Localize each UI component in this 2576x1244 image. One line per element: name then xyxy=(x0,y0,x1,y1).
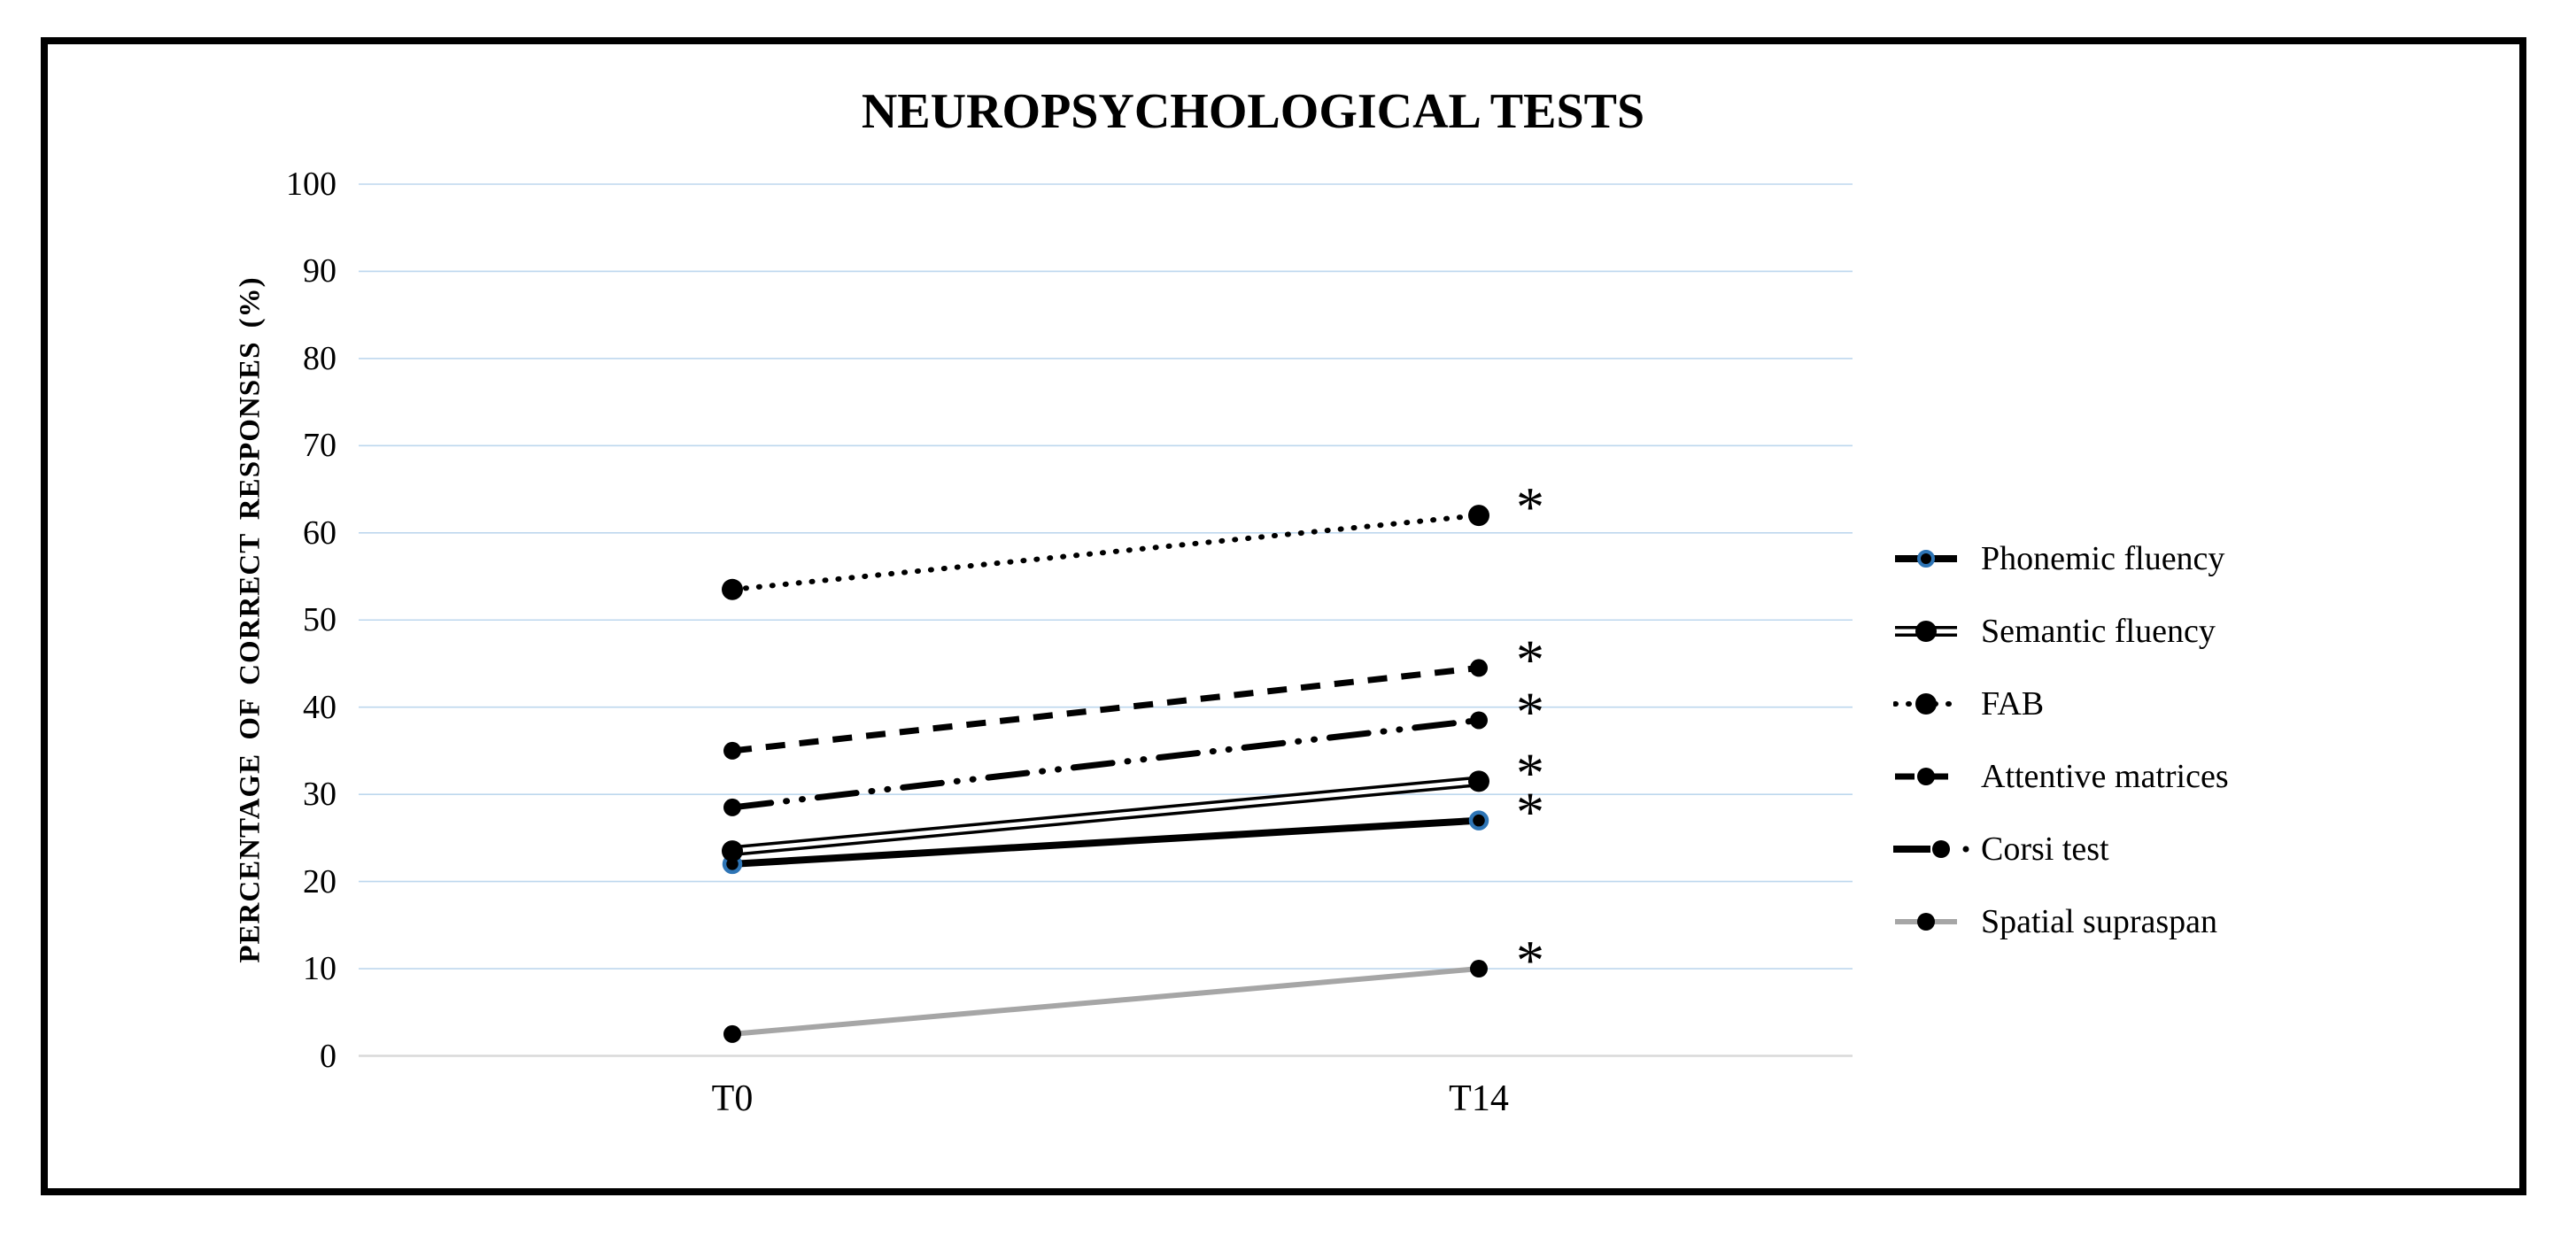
data-point-marker xyxy=(1468,505,1489,527)
data-point-marker xyxy=(723,1024,741,1043)
y-tick-label: 60 xyxy=(303,514,337,552)
significance-asterisk: * xyxy=(1516,781,1544,844)
legend-label: Attentive matrices xyxy=(1981,758,2229,795)
y-tick-label: 10 xyxy=(303,950,337,988)
data-point-marker xyxy=(722,840,743,862)
y-tick-label: 80 xyxy=(303,339,337,377)
data-point-marker xyxy=(1470,659,1488,677)
legend-item: Spatial supraspan xyxy=(1893,885,2495,958)
legend-label: Semantic fluency xyxy=(1981,613,2216,650)
series-line-solid xyxy=(731,966,1480,1037)
chart-legend: Phonemic fluency Semantic fluency FAB Atten… xyxy=(1893,522,2495,958)
series-line-double-inner xyxy=(731,778,1480,854)
legend-key-dashed xyxy=(1895,768,1957,785)
legend-key-glyph xyxy=(1915,621,1937,642)
legend-label: Corsi test xyxy=(1981,831,2109,868)
y-tick-label: 50 xyxy=(303,601,337,639)
legend-key-glyph xyxy=(1932,840,1950,858)
legend-key-solid xyxy=(1895,913,1957,931)
y-tick-label: 30 xyxy=(303,776,337,814)
legend-key-solid-thick xyxy=(1895,550,1957,568)
y-tick-label: 70 xyxy=(303,427,337,465)
significance-asterisk: * xyxy=(1516,929,1544,992)
legend-key-glyph xyxy=(1917,550,1935,568)
y-tick-label: 0 xyxy=(320,1037,337,1075)
legend-item: Phonemic fluency xyxy=(1893,522,2495,595)
series-line-solid-thick xyxy=(731,816,1480,868)
x-tick-label-T14: T14 xyxy=(1449,1078,1509,1119)
legend-key-dash-dot-dot xyxy=(1893,840,1969,858)
data-point-marker xyxy=(1470,960,1488,978)
data-point-marker xyxy=(1468,810,1489,831)
legend-key-glyph xyxy=(1917,913,1935,931)
series-line-dashed xyxy=(731,664,1480,754)
y-tick-label: 90 xyxy=(303,252,337,290)
y-tick-label: 20 xyxy=(303,862,337,900)
series-line-dotted xyxy=(730,513,1481,592)
chart-title: NEUROPSYCHOLOGICAL TESTS xyxy=(861,84,1645,139)
legend-key-glyph xyxy=(1917,768,1935,785)
significance-asterisk: * xyxy=(1516,628,1544,691)
figure-border xyxy=(41,37,2526,1195)
y-tick-label: 100 xyxy=(286,166,337,203)
data-point-marker xyxy=(723,798,741,816)
legend-item: Attentive matrices xyxy=(1893,740,2495,813)
data-point-marker xyxy=(1470,711,1488,730)
legend-key-glyph xyxy=(1915,693,1937,715)
data-point-marker xyxy=(722,578,743,600)
legend-label: FAB xyxy=(1981,685,2045,722)
legend-key-glyph xyxy=(1962,846,1969,853)
data-point-marker xyxy=(1468,770,1489,792)
x-tick-label-T0: T0 xyxy=(711,1078,754,1119)
legend-item: Semantic fluency xyxy=(1893,595,2495,668)
legend-key-double xyxy=(1895,621,1957,642)
significance-asterisk: * xyxy=(1516,741,1544,804)
legend-item: FAB xyxy=(1893,668,2495,740)
data-point-marker xyxy=(723,741,741,760)
legend-label: Phonemic fluency xyxy=(1981,540,2225,577)
significance-asterisk: * xyxy=(1516,680,1544,743)
legend-key-dotted xyxy=(1893,693,1960,715)
legend-item: Corsi test xyxy=(1893,813,2495,885)
legend-label: Spatial supraspan xyxy=(1981,903,2218,940)
series-line-dash-dot-dot xyxy=(729,716,1482,811)
significance-asterisk: * xyxy=(1516,475,1544,538)
y-tick-label: 40 xyxy=(303,688,337,726)
